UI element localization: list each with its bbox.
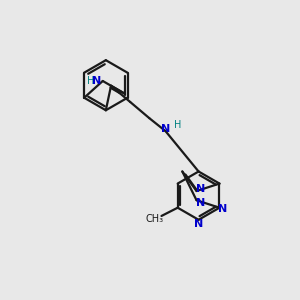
Text: CH₃: CH₃ [146,214,164,224]
Text: N: N [218,204,228,214]
Text: H: H [87,76,94,86]
Text: N: N [161,124,171,134]
Text: N: N [196,198,205,208]
Text: N: N [194,219,203,229]
Text: N: N [196,184,205,194]
Text: H: H [174,120,182,130]
Text: N: N [92,76,101,86]
